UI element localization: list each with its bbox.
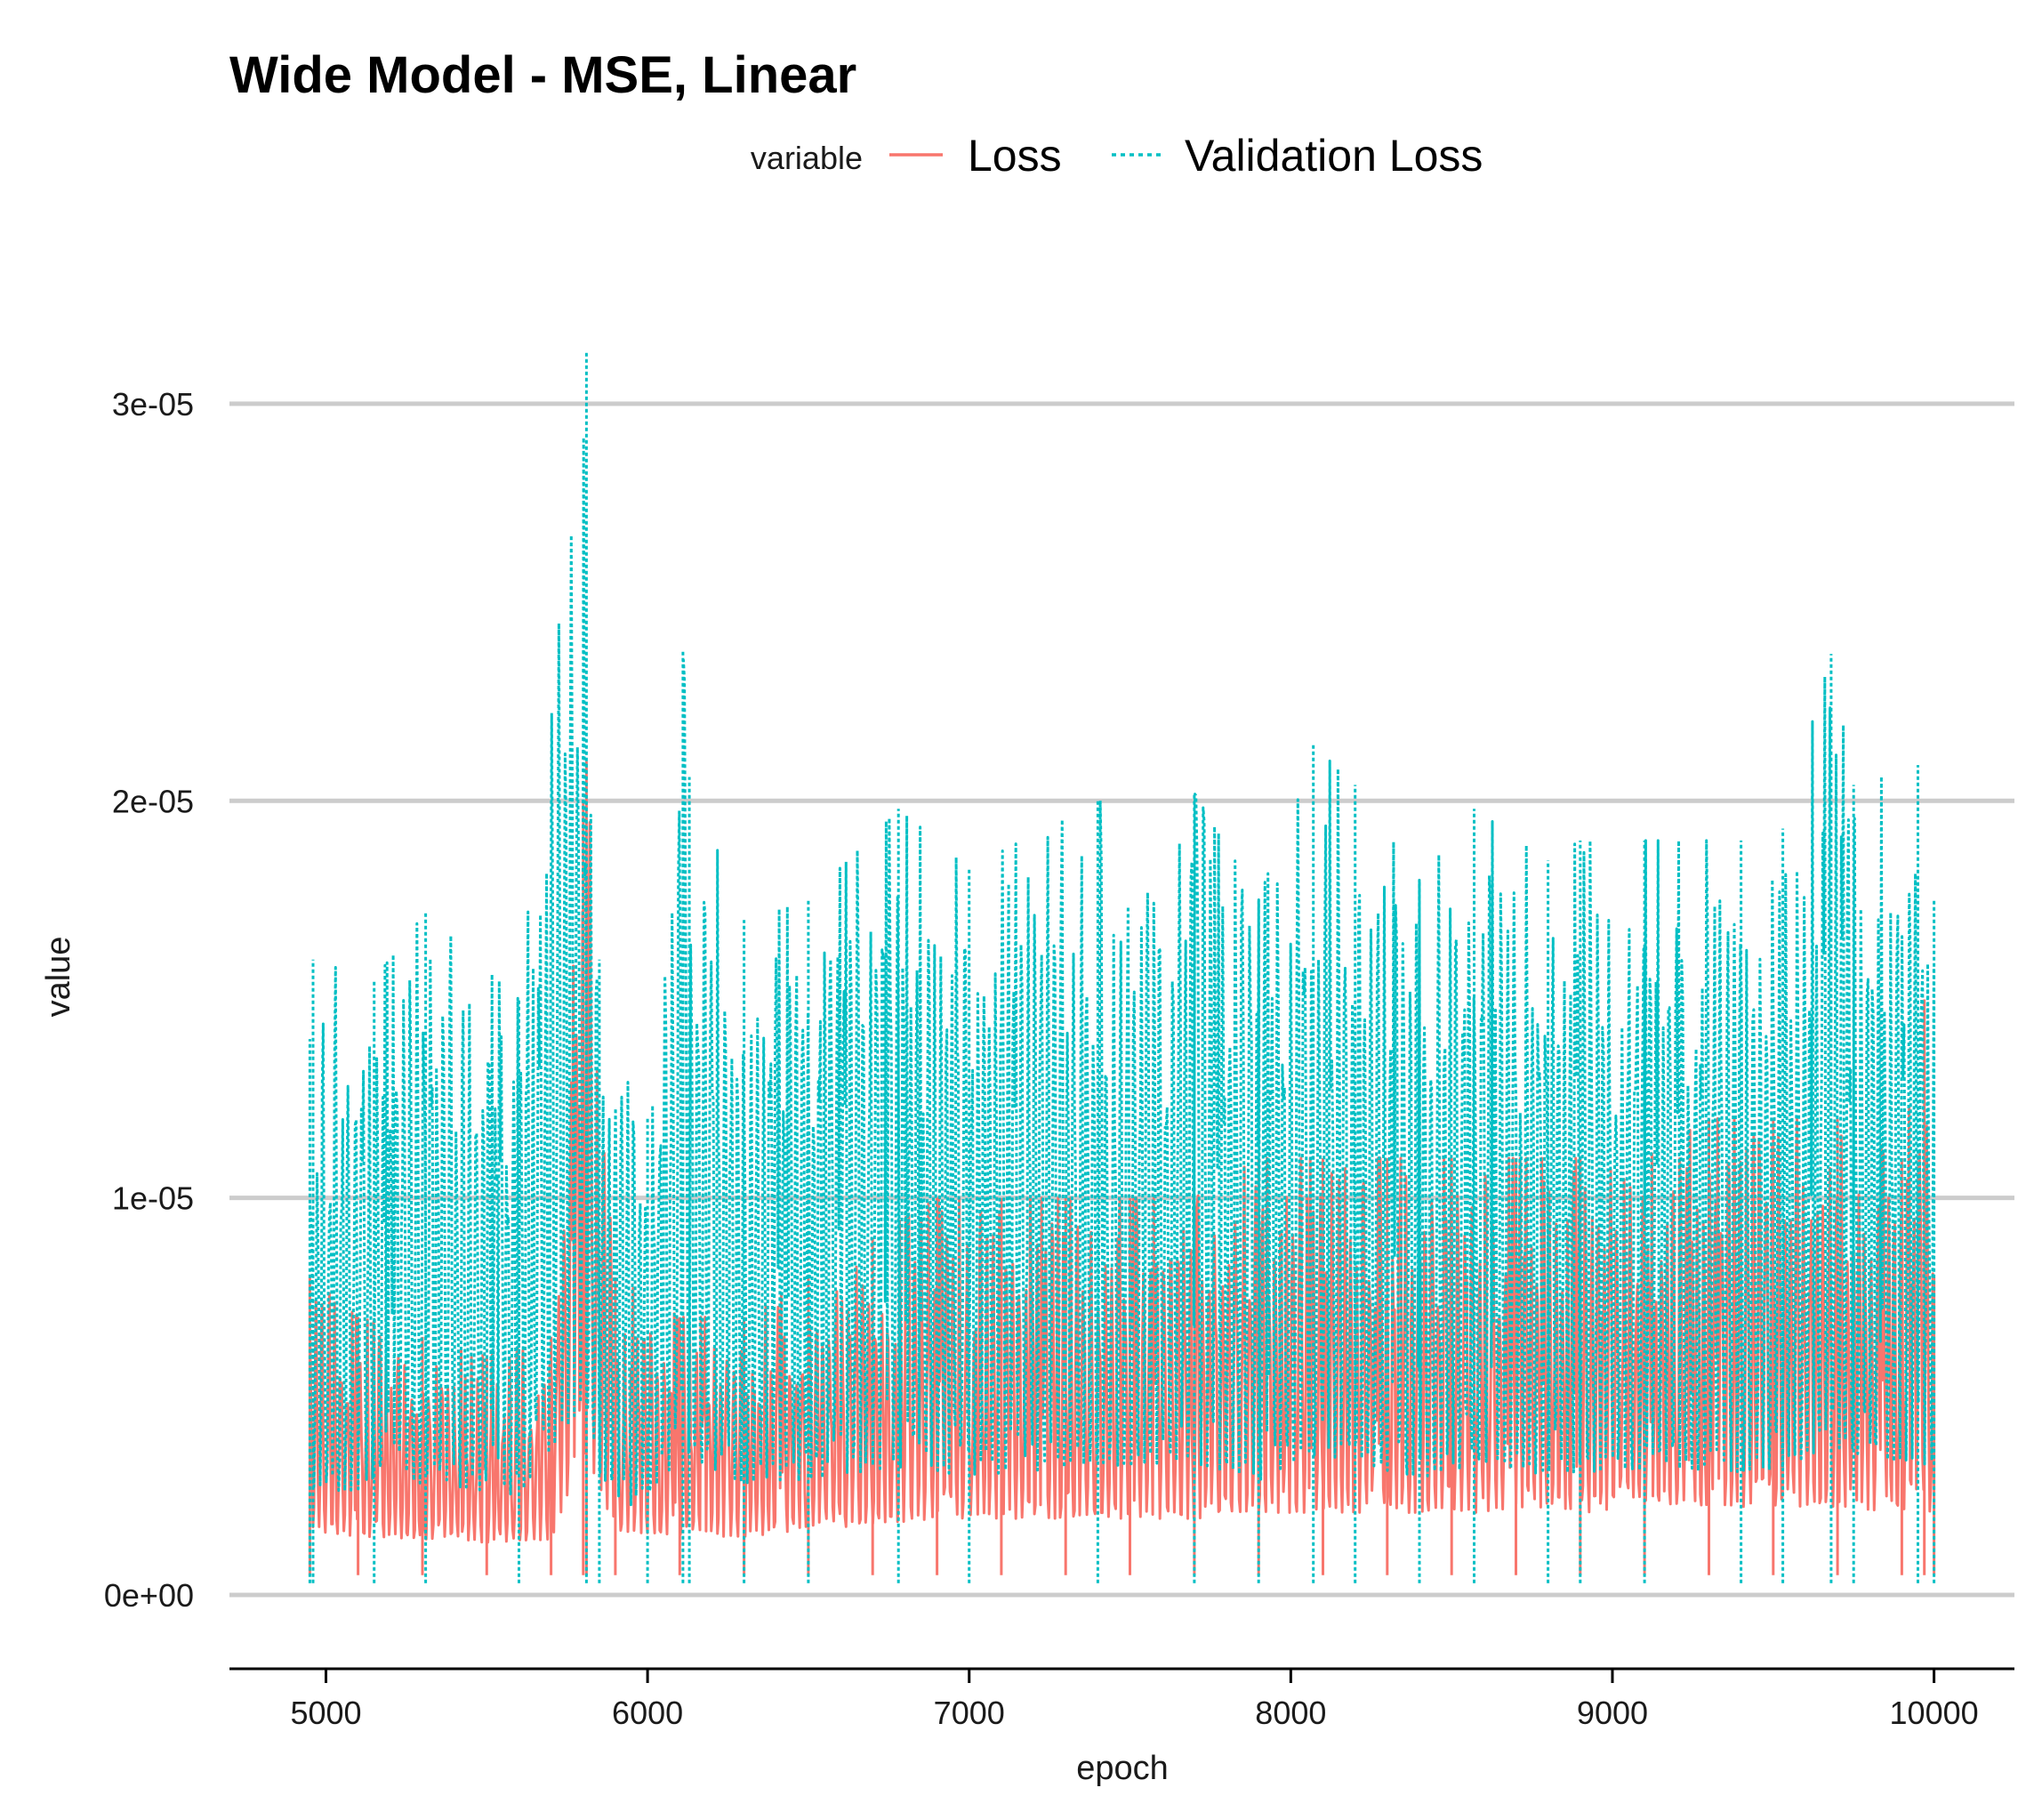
x-tick-label: 8000 bbox=[1255, 1695, 1326, 1731]
x-tick-label: 6000 bbox=[612, 1695, 683, 1731]
x-tick-label: 10000 bbox=[1890, 1695, 1979, 1731]
legend: variable Loss Validation Loss bbox=[751, 131, 1483, 181]
series-line-validation-loss bbox=[308, 351, 1936, 1583]
x-axis: 5000 6000 7000 8000 9000 10000 bbox=[290, 1669, 1979, 1731]
legend-label-validation-loss: Validation Loss bbox=[1185, 131, 1483, 181]
y-tick-label: 1e-05 bbox=[112, 1180, 194, 1217]
y-tick-label: 0e+00 bbox=[104, 1577, 194, 1614]
plot-area bbox=[308, 351, 1936, 1583]
y-tick-label: 3e-05 bbox=[112, 386, 194, 423]
x-tick-label: 7000 bbox=[934, 1695, 1005, 1731]
x-tick-label: 9000 bbox=[1577, 1695, 1648, 1731]
x-tick-label: 5000 bbox=[290, 1695, 361, 1731]
y-tick-label: 2e-05 bbox=[112, 783, 194, 819]
x-axis-title: epoch bbox=[1076, 1750, 1169, 1787]
legend-label-loss: Loss bbox=[968, 131, 1062, 181]
chart-title: Wide Model - MSE, Linear bbox=[229, 46, 856, 104]
legend-title: variable bbox=[751, 140, 863, 176]
y-axis: 0e+00 1e-05 2e-05 3e-05 bbox=[104, 386, 194, 1614]
y-axis-title: value bbox=[40, 937, 77, 1018]
